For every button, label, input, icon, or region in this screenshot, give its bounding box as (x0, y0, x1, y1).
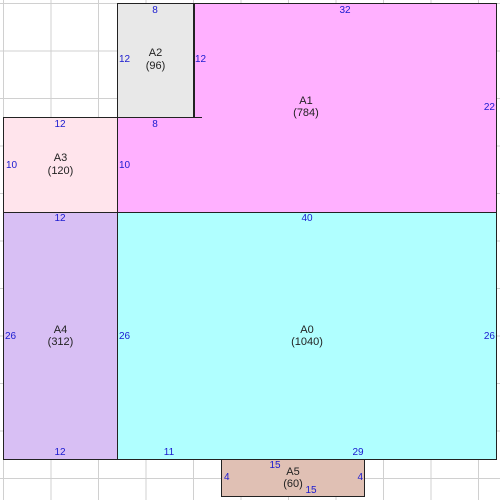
region-a4-name: A4 (53, 324, 68, 336)
region-a1 (194, 3, 497, 213)
region-a2-area: (96) (145, 60, 166, 72)
dim-a2-left: 12 (119, 54, 131, 65)
dim-a5-top: 15 (269, 460, 281, 471)
region-a4-area: (312) (47, 336, 74, 348)
dim-a0-right: 26 (483, 331, 495, 342)
region-a1-name: A1 (299, 95, 313, 107)
dim-a2-right: 12 (195, 54, 207, 65)
dim-a1-left-inner: 10 (119, 160, 131, 171)
dim-a4-bottom: 12 (54, 447, 66, 458)
dim-a0-top: 40 (301, 213, 313, 224)
dim-a3-left: 10 (6, 160, 18, 171)
region-a3-name: A3 (53, 152, 68, 164)
dim-a1-bottom-inner: 8 (152, 119, 158, 130)
dim-a4-left: 26 (5, 331, 17, 342)
dim-a5-right: 4 (357, 472, 363, 483)
dim-a0-bottom-left: 11 (163, 447, 175, 458)
region-a0: A0 (1040) (117, 212, 497, 460)
dim-a1-right: 22 (483, 102, 495, 113)
region-a5-area: (60) (283, 478, 303, 490)
dim-a5-bottom: 15 (305, 485, 317, 496)
dim-a2-top: 8 (152, 5, 158, 16)
region-a0-area: (1040) (291, 336, 323, 348)
region-a1-area: (784) (293, 107, 319, 119)
dim-a0-left: 26 (119, 331, 131, 342)
region-a0-name: A0 (300, 324, 314, 336)
dim-a0-bottom-right: 29 (352, 447, 364, 458)
region-a3-area: (120) (47, 165, 74, 177)
dim-a1-top: 32 (339, 5, 351, 16)
dim-a5-left: 4 (224, 472, 230, 483)
dim-a4-top: 12 (54, 213, 66, 224)
dim-a3-top: 12 (54, 119, 66, 130)
region-a3: A3 (120) (3, 117, 118, 213)
region-a5-name: A5 (286, 466, 300, 478)
region-a4: A4 (312) (3, 212, 118, 460)
region-a2: A2 (96) (117, 3, 194, 118)
region-a1-label: A1 (784) (194, 95, 418, 119)
region-a2-name: A2 (148, 47, 163, 59)
region-a5: A5 (60) (221, 459, 365, 497)
